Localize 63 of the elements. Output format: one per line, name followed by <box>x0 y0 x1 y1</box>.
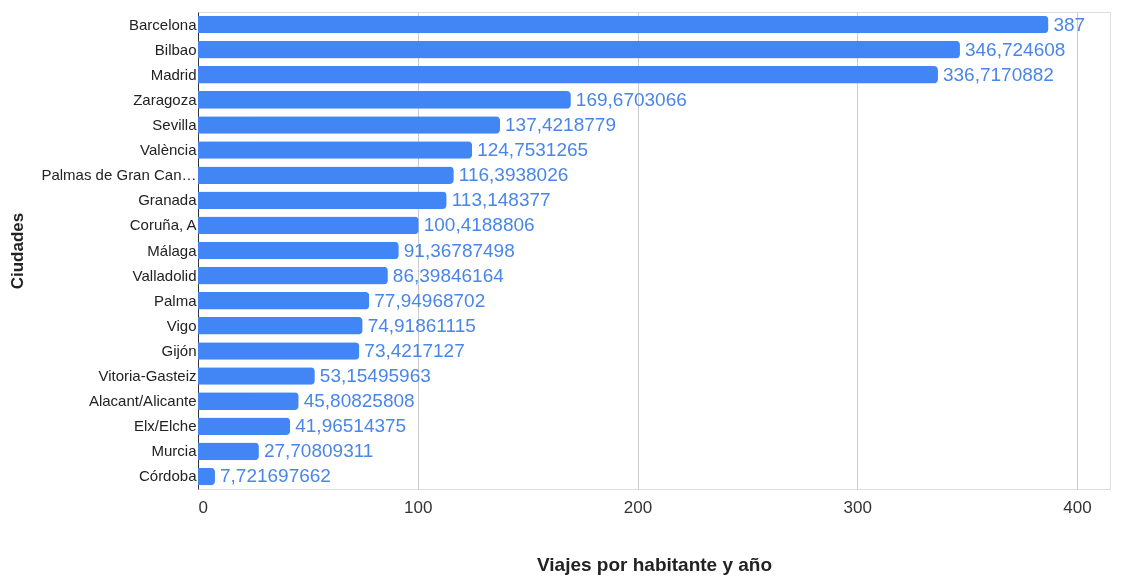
data-label: 91,36787498 <box>403 239 515 261</box>
data-label: 124,7531265 <box>477 139 589 161</box>
bar <box>198 417 291 436</box>
data-label: 41,96514375 <box>295 415 407 437</box>
x-tick-label: 400 <box>1063 497 1092 517</box>
data-label: 86,39846164 <box>392 264 505 286</box>
y-axis-title: Ciudades <box>8 212 28 290</box>
bar <box>198 342 360 360</box>
data-label: 336,7170882 <box>942 63 1054 85</box>
y-tick-label: Bilbao <box>154 40 197 58</box>
bar <box>198 442 259 461</box>
bar <box>198 166 454 184</box>
data-label: 137,4218779 <box>505 113 616 135</box>
x-tick-label: 300 <box>843 497 872 517</box>
data-label: 387 <box>1053 13 1086 35</box>
y-tick-label: Elx/Elche <box>133 417 197 435</box>
data-label: 116,3938026 <box>458 164 569 186</box>
y-tick-label: Madrid <box>150 65 197 83</box>
y-tick-label: Málaga <box>147 241 198 259</box>
bar <box>198 91 571 109</box>
bar <box>198 15 1049 34</box>
bar <box>198 216 419 235</box>
y-tick-label: Palmas de Gran Can… <box>41 166 197 184</box>
y-tick-label: Granada <box>138 191 198 209</box>
bar <box>198 116 500 134</box>
bar <box>198 367 315 385</box>
y-tick-label: Barcelona <box>128 15 198 33</box>
bar <box>198 65 938 84</box>
data-label: 53,15495963 <box>319 365 431 387</box>
y-tick-label: Valladolid <box>132 266 197 284</box>
y-tick-label: Zaragoza <box>133 90 198 108</box>
data-label: 73,4217127 <box>364 339 465 361</box>
y-tick-label: Coruña, A <box>129 216 197 234</box>
x-tick-label: 200 <box>623 497 653 517</box>
y-tick-label: Córdoba <box>138 467 198 485</box>
data-label: 113,148377 <box>451 189 551 211</box>
data-label: 27,70809311 <box>263 440 374 462</box>
y-tick-label: Murcia <box>151 442 198 460</box>
y-tick-label: València <box>140 141 198 159</box>
y-tick-label: Palma <box>153 291 198 309</box>
bar <box>198 266 388 285</box>
bar <box>198 317 363 335</box>
data-label: 100,4188806 <box>423 214 535 236</box>
y-tick-label: Alacant/Alicante <box>88 392 197 410</box>
x-tick-label: 100 <box>404 497 433 517</box>
data-label: 77,94968702 <box>374 289 486 311</box>
data-label: 169,6703066 <box>575 88 687 110</box>
data-label: 74,91861115 <box>367 314 476 336</box>
bar <box>198 291 370 310</box>
y-tick-label: Vitoria-Gasteiz <box>98 367 197 385</box>
bar <box>198 241 399 260</box>
data-label: 7,721697662 <box>219 465 331 487</box>
x-axis-title: Viajes por habitante y año <box>536 553 773 575</box>
bar <box>198 191 447 210</box>
x-tick-label: 0 <box>198 497 208 517</box>
data-label: 346,724608 <box>964 38 1066 60</box>
data-label: 45,80825808 <box>303 390 415 412</box>
bar <box>198 141 473 159</box>
y-tick-label: Gijón <box>161 341 197 359</box>
y-tick-label: Vigo <box>166 316 197 334</box>
bar <box>198 392 299 410</box>
y-tick-label: Sevilla <box>152 115 198 133</box>
bar <box>198 40 960 59</box>
